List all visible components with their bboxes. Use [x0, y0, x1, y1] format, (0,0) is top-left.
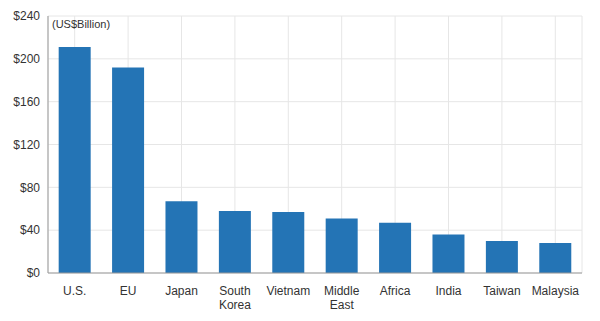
svg-text:Japan: Japan [165, 284, 198, 298]
svg-text:Malaysia: Malaysia [532, 284, 580, 298]
svg-text:U.S.: U.S. [63, 284, 86, 298]
svg-text:Taiwan: Taiwan [483, 284, 520, 298]
svg-text:India: India [435, 284, 461, 298]
svg-text:$160: $160 [13, 95, 40, 109]
svg-text:$200: $200 [13, 52, 40, 66]
svg-text:Africa: Africa [380, 284, 411, 298]
svg-text:$80: $80 [20, 181, 40, 195]
svg-text:Vietnam: Vietnam [266, 284, 310, 298]
svg-text:$240: $240 [13, 9, 40, 23]
svg-text:MiddleEast: MiddleEast [324, 284, 360, 312]
html-text:(US$Billion): (US$Billion) [52, 18, 111, 30]
svg-text:EU: EU [120, 284, 137, 298]
svg-text:SouthKorea: SouthKorea [219, 284, 251, 312]
svg-text:$120: $120 [13, 138, 40, 152]
svg-text:$0: $0 [27, 266, 41, 280]
svg-text:$40: $40 [20, 223, 40, 237]
